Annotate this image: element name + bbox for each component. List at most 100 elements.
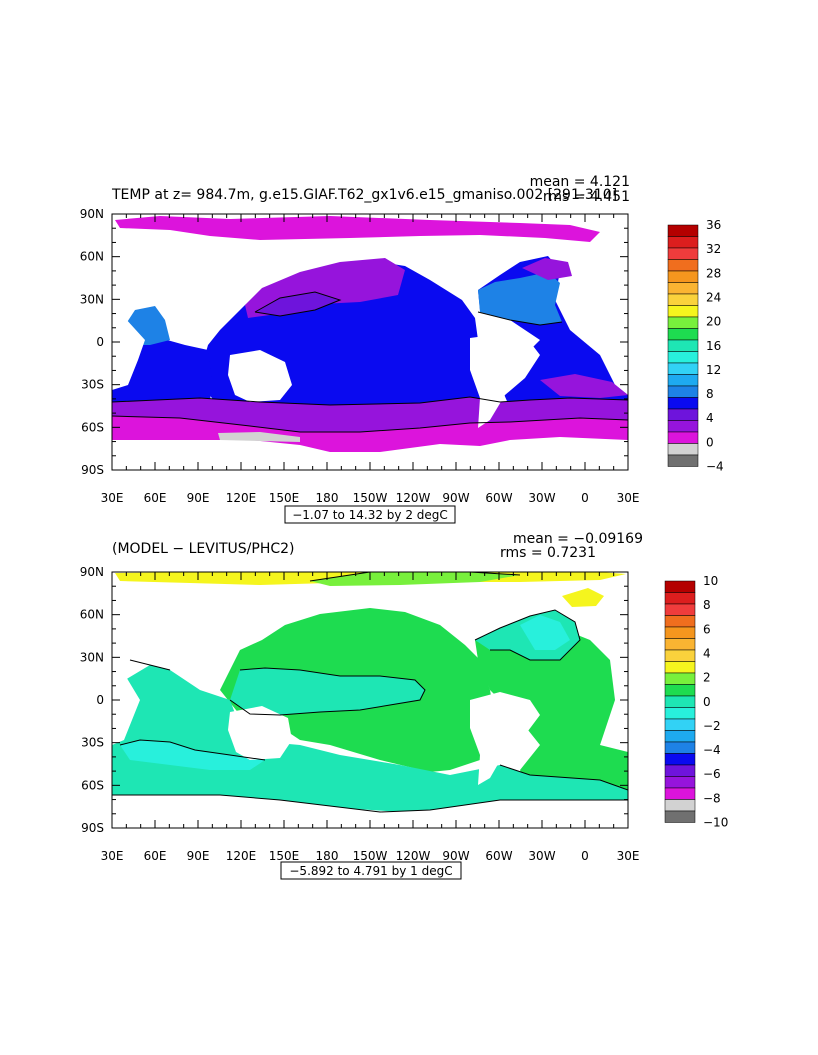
colorbar-swatch [667,408,699,421]
north-pacific-dark [255,292,340,316]
y-tick-label: 90N [80,565,104,579]
colorbar-swatch [667,236,699,249]
panel1-title: TEMP at z= 984.7m, g.e15.GIAF.T62_gx1v6.… [111,187,617,203]
arctic-green [310,572,520,586]
y-tick-label: 90S [81,821,104,835]
colorbar-label: 12 [706,363,721,377]
colorbar-swatch [664,799,696,812]
colorbar-swatch [667,328,699,341]
x-tick-label: 120E [226,849,257,863]
panel2-title: (MODEL − LEVITUS/PHC2) [112,541,295,557]
panel1-rms: rms = 4.451 [543,189,630,205]
colorbar-label: 6 [703,622,711,636]
x-tick-label: 120W [396,491,431,505]
colorbar-swatch [667,305,699,318]
panel1-range-note: −1.07 to 14.32 by 2 degC [292,508,448,522]
colorbar-swatch [667,374,699,387]
nordic-purple [522,258,572,280]
y-tick-label: 60N [80,608,104,622]
colorbar-swatch [667,247,699,260]
colorbar-swatch [667,270,699,283]
diff-cyan-pacific [230,668,425,715]
colorbar-swatch [664,764,696,777]
colorbar-label: 10 [703,574,718,588]
colorbar-label: 4 [703,646,711,660]
x-tick-label: 60E [144,491,167,505]
x-tick-label: 30E [617,849,640,863]
panel1-ticks [111,213,629,471]
panel2-range-box [280,861,462,880]
panel2-map [111,571,629,829]
x-tick-label: 180 [316,491,339,505]
colorbar-swatch [667,351,699,364]
diff-green-atlantic [475,625,628,795]
arctic-band [115,216,600,242]
colorbar-label: −2 [703,719,721,733]
y-tick-label: 30S [81,378,104,392]
antarctic-gray [218,432,300,442]
land-africa [112,660,140,745]
colorbar-swatch [664,730,696,743]
panel1-y-tick-labels: 90N 60N 30N 0 30S 60S 90S [80,207,104,477]
colorbar-label: 24 [706,290,721,304]
colorbar-swatch [664,592,696,605]
panel2-mean: mean = −0.09169 [513,531,643,547]
colorbar-label: −6 [703,767,721,781]
colorbar-swatch [664,603,696,616]
panel2-range-note: −5.892 to 4.791 by 1 degC [289,864,452,878]
y-tick-label: 60S [81,778,104,792]
x-tick-label: 30W [528,491,555,505]
colorbar-swatch [664,684,696,697]
panel2-colorbar: 10 8 6 4 2 0 −2 −4 −6 −8 −10 [664,574,728,830]
panel2-y-tick-labels: 90N 60N 30N 0 30S 60S 90S [80,565,104,835]
x-tick-label: 90E [187,849,210,863]
colorbar-label: −4 [703,743,721,757]
contour-line [112,794,628,813]
y-tick-label: 0 [96,335,104,349]
colorbar-swatch [667,339,699,352]
colorbar-label: −10 [703,816,728,830]
atlantic-south-purple [540,374,628,398]
contour-line [129,659,171,671]
colorbar-swatch [667,293,699,306]
colorbar-label: 16 [706,339,721,353]
panel2-ticks [111,571,629,829]
contour-line [229,667,426,716]
x-tick-label: 30E [617,491,640,505]
colorbar-swatch [664,580,696,593]
nordic-yellow [562,588,604,607]
x-tick-label: 90W [442,849,469,863]
colorbar-label: 0 [703,695,711,709]
y-tick-label: 60N [80,250,104,264]
colorbar-label: 8 [706,387,714,401]
land-south-america [470,692,540,785]
colorbar-swatch [664,626,696,639]
colorbar-swatch [664,741,696,754]
difference-panel: (MODEL − LEVITUS/PHC2) mean = −0.09169 r… [80,531,728,880]
north-atlantic-light [478,272,562,325]
colorbar-label: 2 [703,671,711,685]
y-tick-label: 60S [81,420,104,434]
colorbar-label: 32 [706,242,721,256]
colorbar-label: −8 [703,791,721,805]
x-tick-label: 120E [226,491,257,505]
colorbar-label: 28 [706,266,721,280]
contour-line [477,311,563,326]
colorbar-swatch [667,454,699,467]
x-tick-label: 60W [485,491,512,505]
x-tick-label: 120W [396,849,431,863]
diff-light-indian [120,740,265,770]
land-australia [228,706,292,760]
x-tick-label: 30W [528,849,555,863]
x-tick-label: 90W [442,491,469,505]
contour-line [111,415,629,433]
colorbar-swatch [664,661,696,674]
land-africa [112,300,145,390]
temperature-panel: TEMP at z= 984.7m, g.e15.GIAF.T62_gx1v6.… [80,174,724,524]
colorbar-swatch [667,385,699,398]
colorbar-label: 8 [703,598,711,612]
southern-purple [112,397,628,432]
contour-line [119,739,266,761]
x-tick-label: 30E [101,491,124,505]
panel1-x-tick-labels: 30E 60E 90E 120E 150E 180 150W 120W 90W 60W 30W 0 30… [101,491,640,505]
